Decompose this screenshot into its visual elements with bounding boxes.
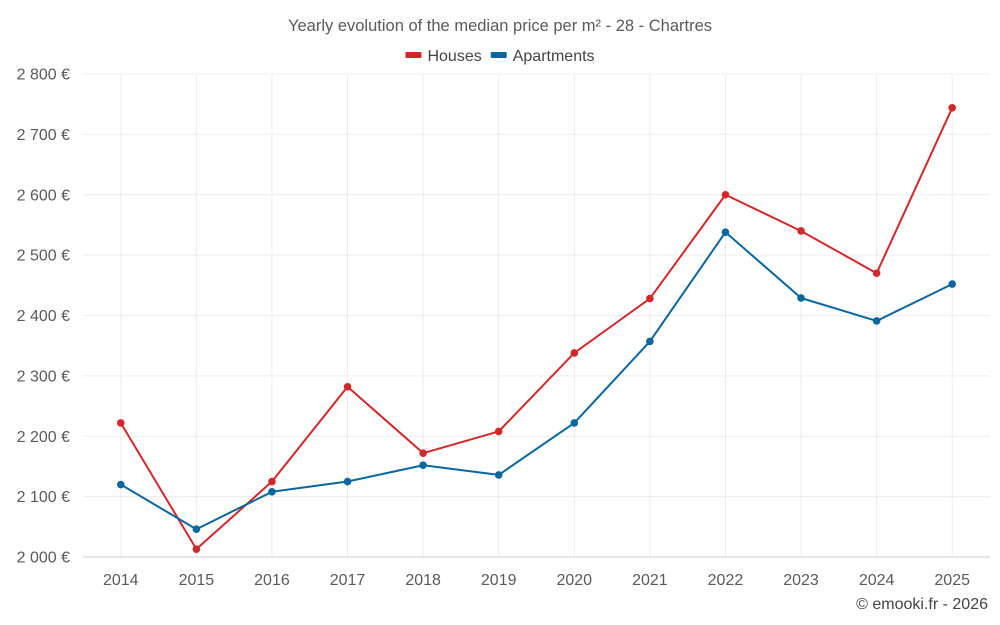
x-tick-label: 2015: [179, 572, 215, 589]
x-axis: 2014 2015 2016 2017 2018 2019 2020 2021 2022 2023…: [83, 556, 990, 589]
credit-text: © emooki.fr - 2026: [856, 596, 988, 613]
x-tick-label: 2022: [708, 572, 744, 589]
x-tick-label: 2016: [254, 572, 290, 589]
y-tick-label: 2 500 €: [17, 248, 70, 265]
data-point-apartments: [797, 294, 805, 302]
series-line-houses: [119, 107, 954, 551]
legend-label: Houses: [427, 48, 481, 65]
y-tick-label: 2 100 €: [17, 489, 70, 506]
y-tick-label: 2 700 €: [17, 127, 70, 144]
y-tick-label: 2 300 €: [17, 368, 70, 385]
grid: [83, 73, 990, 558]
data-point-houses: [343, 382, 352, 391]
legend-swatch: [490, 52, 507, 58]
legend-item-apartments: Apartments: [490, 48, 595, 65]
y-tick-label: 2 200 €: [17, 429, 70, 446]
data-point-apartments: [646, 337, 654, 346]
y-tick-label: 2 000 €: [17, 550, 70, 567]
data-point-apartments: [872, 317, 881, 325]
series-layer: [116, 104, 957, 553]
series-line-apartments: [120, 231, 953, 531]
x-tick-label: 2018: [405, 572, 441, 589]
x-tick-label: 2017: [330, 572, 366, 589]
data-point-apartments: [116, 480, 125, 489]
data-point-houses: [797, 227, 805, 235]
x-tick-label: 2023: [783, 572, 819, 589]
data-point-apartments: [268, 487, 276, 496]
legend-item-houses: Houses: [405, 48, 482, 65]
x-tick-label: 2019: [481, 572, 517, 589]
data-point-houses: [192, 545, 201, 553]
y-tick-label: 2 400 €: [17, 308, 70, 325]
data-point-houses: [268, 477, 276, 486]
data-point-apartments: [192, 525, 201, 534]
x-tick-label: 2024: [859, 572, 895, 589]
y-axis: 2 000 € 2 100 € 2 200 € 2 300 € 2 400 € 2 500…: [17, 67, 70, 567]
legend-swatch: [405, 52, 422, 58]
chart-title: Yearly evolution of the median price per…: [288, 17, 712, 35]
x-tick-label: 2025: [934, 572, 970, 589]
data-point-houses: [419, 449, 427, 457]
data-point-houses: [872, 269, 881, 278]
data-point-apartments: [419, 461, 427, 470]
data-point-apartments: [570, 419, 579, 427]
data-point-apartments: [343, 477, 352, 486]
data-point-houses: [570, 349, 579, 357]
data-point-houses: [948, 104, 957, 112]
data-point-apartments: [494, 471, 503, 479]
x-tick-label: 2014: [103, 572, 139, 589]
x-tick-label: 2020: [556, 572, 592, 589]
data-point-houses: [721, 190, 730, 199]
data-point-apartments: [948, 280, 957, 288]
legend: Houses Apartments: [405, 48, 595, 65]
y-tick-label: 2 800 €: [17, 67, 70, 84]
data-point-apartments: [721, 228, 730, 236]
legend-label: Apartments: [513, 48, 595, 65]
data-point-houses: [646, 294, 654, 303]
y-tick-label: 2 600 €: [17, 187, 70, 204]
data-point-houses: [494, 427, 503, 436]
data-point-houses: [116, 419, 125, 427]
x-tick-label: 2021: [632, 572, 668, 589]
